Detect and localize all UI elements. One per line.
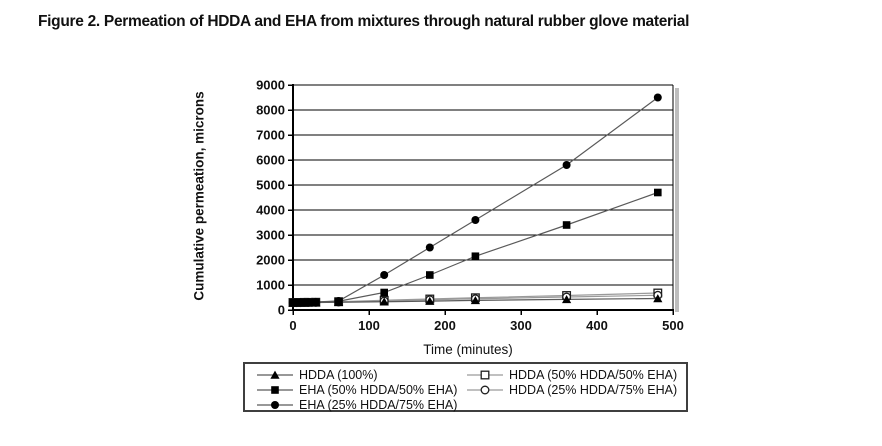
data-point-marker [270, 370, 280, 379]
circle-open-legend-icon [467, 385, 503, 394]
x-axis-title: Time (minutes) [423, 342, 513, 357]
data-point-marker [562, 221, 571, 229]
data-point-marker [562, 294, 572, 304]
x-tick-label: 400 [586, 318, 608, 333]
data-point-marker [562, 161, 571, 169]
y-tick-label: 5000 [256, 178, 285, 193]
triangle-filled-legend-icon [257, 370, 293, 379]
data-point-marker [654, 188, 662, 197]
y-tick-label: 1000 [256, 278, 285, 293]
data-point-marker [480, 370, 490, 379]
figure-title: Figure 2. Permeation of HDDA and EHA fro… [38, 13, 690, 30]
chart-legend: HDDA (100%) EHA (50% HDDA/50% EHA) EHA (25… [243, 362, 688, 412]
square-open-legend-icon [467, 370, 503, 379]
legend-entry: HDDA (100%) [257, 367, 378, 382]
x-tick-label: 300 [510, 318, 532, 333]
legend-entry: HDDA (25% HDDA/75% EHA) [467, 382, 677, 397]
data-point-marker [311, 298, 320, 306]
data-point-marker [425, 243, 434, 252]
data-point-marker [480, 385, 490, 394]
legend-entry: EHA (25% HDDA/75% EHA) [257, 397, 457, 412]
x-tick-label: 100 [358, 318, 380, 333]
y-tick-label: 3000 [256, 228, 285, 243]
data-point-marker [425, 296, 435, 305]
series-line [292, 97, 659, 304]
x-tick-label: 500 [662, 318, 684, 333]
data-point-marker [271, 400, 279, 409]
legend-label: HDDA (25% HDDA/75% EHA) [509, 382, 678, 397]
legend-label: HDDA (50% HDDA/50% EHA) [509, 367, 678, 382]
data-point-marker [653, 294, 663, 303]
legend-entry: HDDA (50% HDDA/50% EHA) [467, 367, 677, 382]
data-point-marker [471, 252, 480, 261]
y-tick-label: 7000 [256, 128, 285, 143]
data-point-marker [426, 271, 434, 279]
square-filled-legend-icon [257, 385, 293, 394]
y-tick-label: 2000 [256, 253, 285, 268]
legend-label: HDDA (100%) [299, 367, 378, 382]
legend-label: EHA (50% HDDA/50% EHA) [299, 382, 458, 397]
data-point-marker [334, 297, 343, 305]
legend-entry: EHA (50% HDDA/50% EHA) [257, 382, 457, 397]
y-tick-label: 0 [278, 303, 285, 318]
series-line [293, 191, 659, 304]
circle-filled-legend-icon [257, 400, 293, 409]
data-point-marker [653, 93, 662, 102]
data-point-marker [304, 298, 313, 307]
y-tick-label: 4000 [256, 203, 285, 218]
y-tick-label: 6000 [256, 153, 285, 168]
y-tick-label: 8000 [256, 103, 285, 118]
x-tick-label: 0 [289, 318, 296, 333]
plot-shadow [675, 88, 679, 312]
data-point-marker [471, 216, 480, 224]
y-tick-label: 9000 [256, 78, 285, 93]
data-point-marker [380, 271, 389, 279]
data-point-marker [470, 295, 480, 305]
data-point-marker [271, 385, 279, 394]
data-point-marker [379, 297, 389, 306]
legend-label: EHA (25% HDDA/75% EHA) [299, 397, 458, 412]
x-tick-label: 200 [434, 318, 456, 333]
data-point-marker [380, 288, 388, 297]
y-axis-title: Cumulative permeation, microns [191, 91, 207, 301]
